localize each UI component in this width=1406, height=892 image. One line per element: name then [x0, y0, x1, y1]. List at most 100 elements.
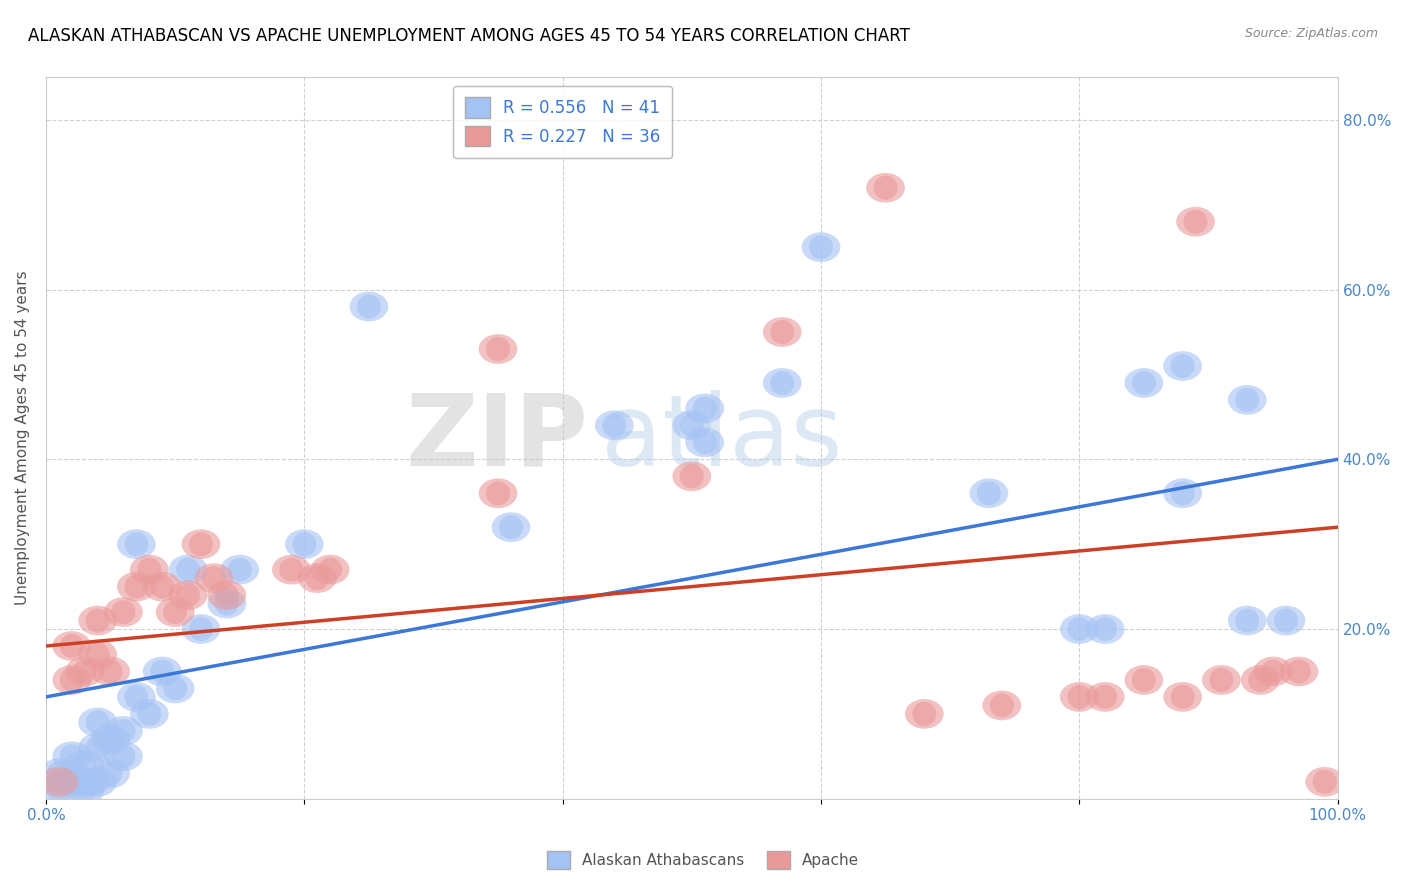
- Ellipse shape: [52, 767, 91, 797]
- Ellipse shape: [143, 572, 181, 601]
- Text: Source: ZipAtlas.com: Source: ZipAtlas.com: [1244, 27, 1378, 40]
- Ellipse shape: [1085, 615, 1125, 644]
- Point: [165, 681, 187, 696]
- Ellipse shape: [39, 758, 79, 789]
- Point: [215, 597, 238, 611]
- Point: [100, 766, 122, 780]
- Ellipse shape: [1279, 657, 1319, 686]
- Point: [1288, 665, 1310, 679]
- Point: [1171, 486, 1194, 500]
- Ellipse shape: [1267, 606, 1305, 635]
- Ellipse shape: [492, 512, 530, 542]
- Point: [202, 571, 225, 585]
- Point: [486, 486, 509, 500]
- Point: [280, 563, 302, 577]
- Ellipse shape: [801, 232, 841, 262]
- Point: [86, 715, 108, 730]
- Point: [1133, 673, 1156, 687]
- Point: [681, 418, 703, 433]
- Ellipse shape: [52, 632, 91, 661]
- Ellipse shape: [763, 368, 801, 398]
- Ellipse shape: [1125, 665, 1163, 695]
- Point: [1261, 665, 1284, 679]
- Ellipse shape: [52, 665, 91, 695]
- Point: [48, 774, 70, 789]
- Y-axis label: Unemployment Among Ages 45 to 54 years: Unemployment Among Ages 45 to 54 years: [15, 271, 30, 606]
- Ellipse shape: [91, 724, 129, 755]
- Point: [1249, 673, 1271, 687]
- Ellipse shape: [1125, 368, 1163, 398]
- Point: [875, 180, 897, 194]
- Ellipse shape: [79, 640, 117, 669]
- Ellipse shape: [117, 572, 156, 601]
- Ellipse shape: [298, 563, 336, 593]
- Ellipse shape: [1163, 478, 1202, 508]
- Point: [1275, 614, 1298, 628]
- Ellipse shape: [1085, 682, 1125, 712]
- Ellipse shape: [1202, 665, 1240, 695]
- Point: [319, 563, 342, 577]
- Point: [138, 706, 160, 721]
- Point: [1094, 690, 1116, 704]
- Point: [150, 665, 173, 679]
- Ellipse shape: [1227, 385, 1267, 415]
- Ellipse shape: [1177, 207, 1215, 236]
- Ellipse shape: [983, 690, 1021, 720]
- Point: [1236, 614, 1258, 628]
- Ellipse shape: [1060, 682, 1098, 712]
- Ellipse shape: [194, 563, 233, 593]
- Point: [73, 665, 96, 679]
- Point: [125, 690, 148, 704]
- Ellipse shape: [79, 733, 117, 763]
- Point: [499, 520, 522, 534]
- Ellipse shape: [1240, 665, 1279, 695]
- Point: [190, 622, 212, 636]
- Point: [112, 723, 135, 738]
- Point: [60, 774, 83, 789]
- Point: [681, 469, 703, 483]
- Ellipse shape: [143, 657, 181, 686]
- Legend: Alaskan Athabascans, Apache: Alaskan Athabascans, Apache: [540, 845, 866, 875]
- Point: [73, 783, 96, 797]
- Point: [486, 342, 509, 356]
- Point: [1094, 622, 1116, 636]
- Point: [100, 665, 122, 679]
- Ellipse shape: [104, 741, 143, 772]
- Ellipse shape: [970, 478, 1008, 508]
- Ellipse shape: [91, 758, 129, 789]
- Point: [1069, 622, 1091, 636]
- Point: [292, 537, 315, 551]
- Point: [60, 749, 83, 764]
- Ellipse shape: [1060, 615, 1098, 644]
- Ellipse shape: [39, 775, 79, 805]
- Ellipse shape: [208, 589, 246, 618]
- Point: [86, 648, 108, 662]
- Ellipse shape: [181, 529, 221, 559]
- Point: [112, 749, 135, 764]
- Point: [1069, 690, 1091, 704]
- Point: [1211, 673, 1233, 687]
- Ellipse shape: [129, 699, 169, 729]
- Text: ZIP: ZIP: [405, 390, 589, 487]
- Point: [177, 588, 200, 602]
- Ellipse shape: [672, 461, 711, 491]
- Point: [228, 563, 250, 577]
- Point: [60, 673, 83, 687]
- Ellipse shape: [79, 606, 117, 635]
- Point: [912, 706, 935, 721]
- Ellipse shape: [156, 673, 194, 703]
- Ellipse shape: [1305, 767, 1344, 797]
- Ellipse shape: [1227, 606, 1267, 635]
- Point: [48, 766, 70, 780]
- Point: [770, 325, 793, 339]
- Ellipse shape: [129, 555, 169, 584]
- Ellipse shape: [221, 555, 259, 584]
- Ellipse shape: [156, 598, 194, 627]
- Point: [112, 605, 135, 619]
- Ellipse shape: [595, 410, 634, 441]
- Ellipse shape: [117, 529, 156, 559]
- Point: [150, 580, 173, 594]
- Point: [1133, 376, 1156, 390]
- Point: [810, 240, 832, 254]
- Ellipse shape: [285, 529, 323, 559]
